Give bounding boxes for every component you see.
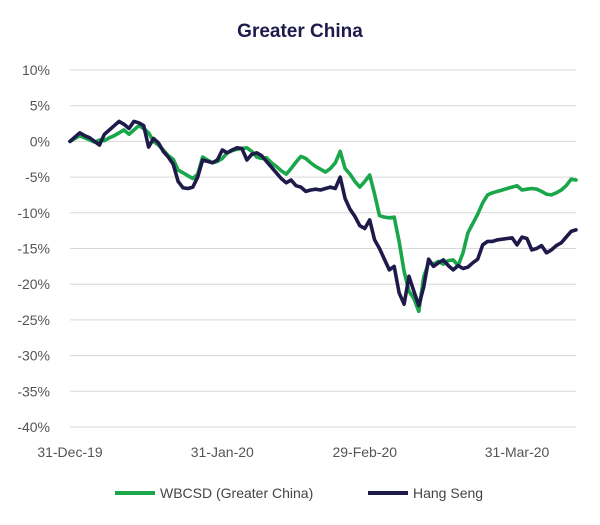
- x-tick-label: 31-Jan-20: [191, 444, 254, 460]
- y-tick-label: 5%: [30, 98, 50, 114]
- legend-label: Hang Seng: [413, 485, 483, 501]
- y-tick-label: -20%: [17, 276, 50, 292]
- x-axis-tick-labels: 31-Dec-19 31-Jan-20 29-Feb-20 31-Mar-20: [37, 444, 549, 460]
- x-tick-label: 29-Feb-20: [332, 444, 397, 460]
- y-tick-label: -25%: [17, 312, 50, 328]
- x-tick-label: 31-Dec-19: [37, 444, 103, 460]
- y-tick-label: -5%: [25, 169, 50, 185]
- y-tick-label: 0%: [30, 133, 50, 149]
- y-tick-label: -10%: [17, 205, 50, 221]
- y-tick-label: -40%: [17, 419, 50, 435]
- series-lines: [68, 119, 578, 314]
- chart-title: Greater China: [237, 21, 363, 42]
- y-tick-label: -35%: [17, 383, 50, 399]
- y-tick-label: 10%: [22, 62, 50, 78]
- series-line-hang-seng: [68, 119, 578, 308]
- gridlines: [70, 69, 576, 428]
- x-tick-label: 31-Mar-20: [485, 444, 550, 460]
- legend-label: WBCSD (Greater China): [160, 485, 313, 501]
- legend: WBCSD (Greater China) Hang Seng: [115, 485, 483, 501]
- y-tick-label: -30%: [17, 348, 50, 364]
- y-axis-tick-labels: 10% 5% 0% -5% -10% -15% -20% -25% -30% -35% -40%: [17, 62, 50, 435]
- y-tick-label: -15%: [17, 241, 50, 257]
- series-line-wbcsd: [68, 123, 578, 314]
